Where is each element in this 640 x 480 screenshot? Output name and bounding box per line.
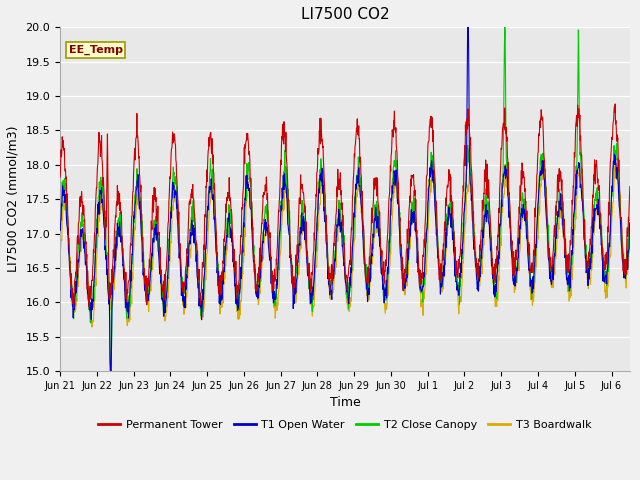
X-axis label: Time: Time (330, 396, 360, 409)
Text: EE_Temp: EE_Temp (68, 45, 122, 55)
Legend: Permanent Tower, T1 Open Water, T2 Close Canopy, T3 Boardwalk: Permanent Tower, T1 Open Water, T2 Close… (94, 415, 596, 434)
Y-axis label: LI7500 CO2 (mmol/m3): LI7500 CO2 (mmol/m3) (7, 126, 20, 273)
Title: LI7500 CO2: LI7500 CO2 (301, 7, 389, 22)
